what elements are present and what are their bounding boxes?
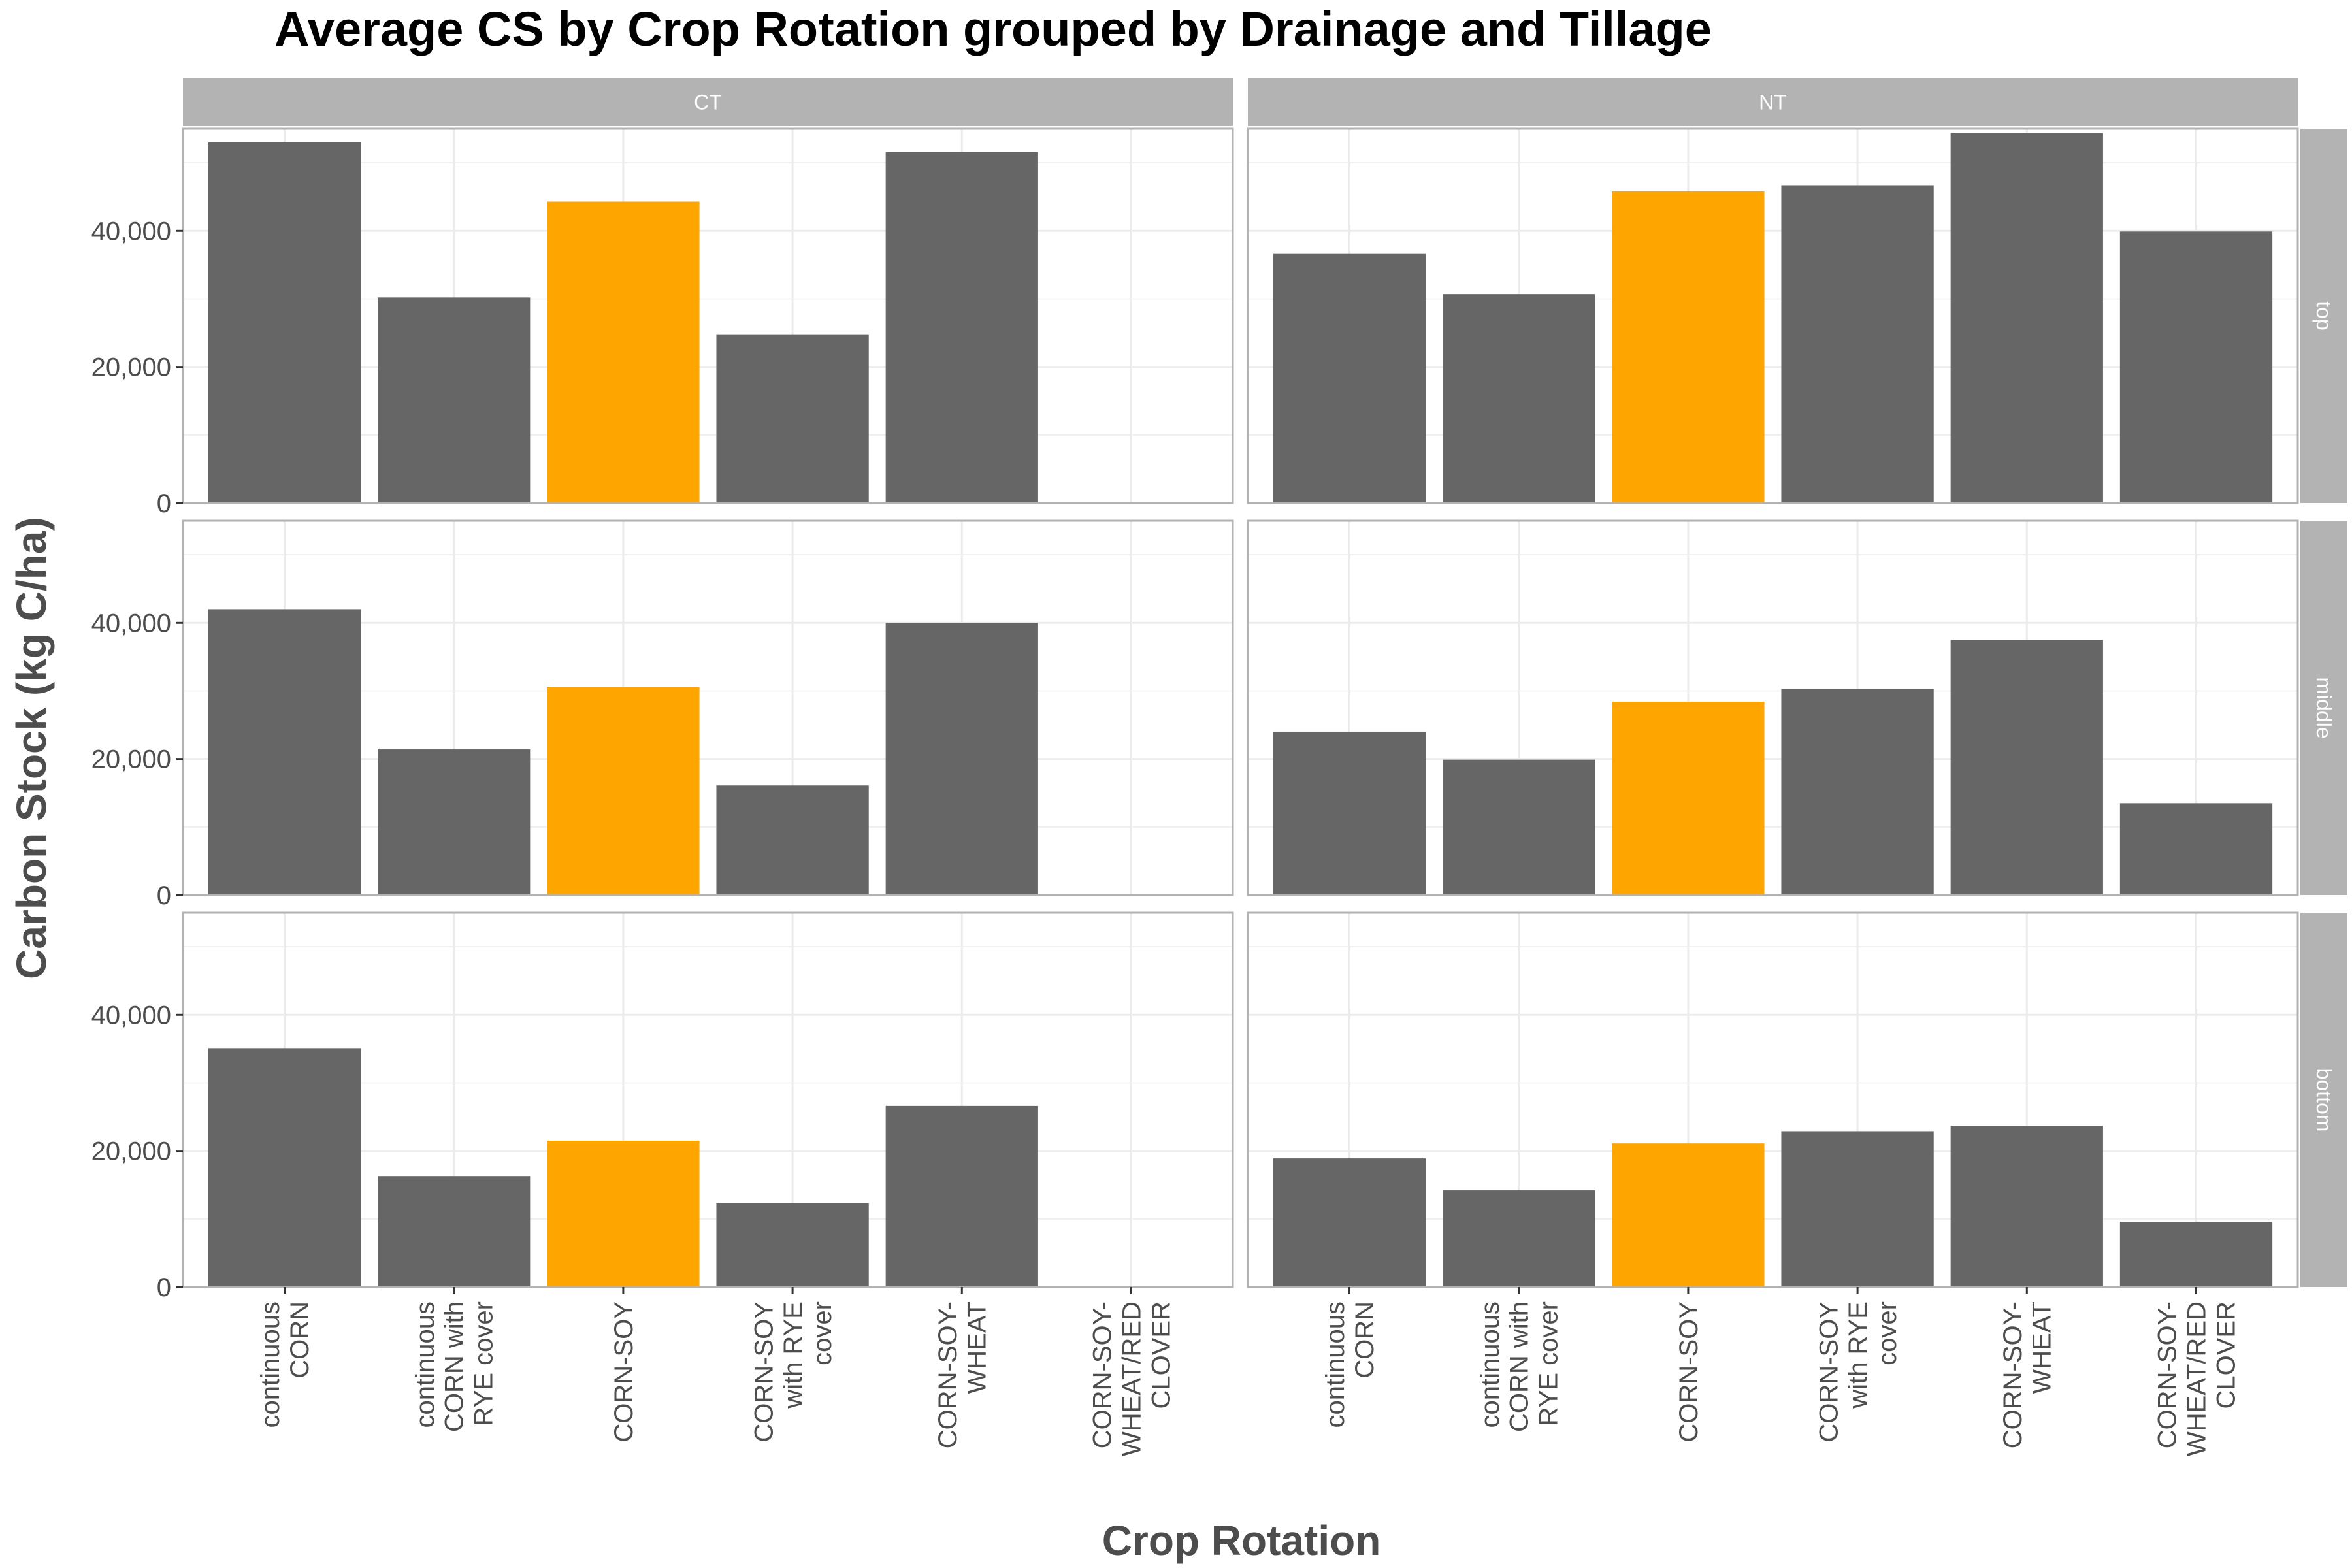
x-tick-label-corn-soy-with-rye-cover: CORN-SOY <box>1814 1301 1843 1443</box>
facet-strip-label-ct: CT <box>694 91 722 114</box>
facet-strip-bottom <box>2300 913 2347 1287</box>
bar-nt-top-corn-soy <box>1612 191 1765 503</box>
x-axis-title: Crop Rotation <box>1102 1517 1381 1564</box>
x-tick-label-corn-soy-with-rye-cover: CORN-SOY <box>749 1301 778 1443</box>
x-tick-label-continuous-corn-with-rye-cover: CORN with <box>440 1301 469 1432</box>
bar-nt-middle-continuous-corn <box>1273 731 1426 895</box>
x-tick-label-corn-soy-with-rye-cover: with RYE <box>1844 1301 1872 1409</box>
y-tick-label: 0 <box>157 881 171 910</box>
panel-border-nt-top <box>1247 127 2299 504</box>
bar-ct-middle-corn-soy-wheat <box>885 623 1038 895</box>
x-tick-label-corn-soy: CORN-SOY <box>1674 1301 1703 1443</box>
bar-nt-top-corn-soy-wheat <box>1950 133 2103 503</box>
bar-nt-middle-corn-soy-wheat <box>1950 640 2103 895</box>
bar-nt-middle-continuous-corn-with-rye-cover <box>1443 759 1595 895</box>
bar-nt-middle-corn-soy-wheat-red-clover <box>2119 803 2273 895</box>
panel-border-nt-middle <box>1247 519 2299 896</box>
x-tick-label-corn-soy-wheat: CORN-SOY- <box>1999 1301 2027 1448</box>
bar-ct-top-continuous-corn-with-rye-cover <box>378 297 531 503</box>
bar-nt-bottom-corn-soy <box>1612 1143 1765 1287</box>
panel-border-ct-bottom <box>182 911 1234 1288</box>
bar-nt-middle-corn-soy <box>1612 702 1765 895</box>
x-tick-label-corn-soy-wheat-red-clover: WHEAT/RED <box>2182 1301 2211 1456</box>
panel-border-nt-bottom <box>1247 911 2299 1288</box>
x-tick-label-corn-soy-with-rye-cover: cover <box>808 1301 837 1365</box>
y-tick-label: 20,000 <box>91 745 171 774</box>
facet-strip-ct <box>183 78 1233 126</box>
y-tick-label: 20,000 <box>91 353 171 382</box>
x-tick-label-corn-soy-wheat: WHEAT <box>963 1301 992 1394</box>
x-tick-label-corn-soy-wheat-red-clover: WHEAT/RED <box>1117 1301 1146 1456</box>
x-tick-label-continuous-corn: CORN <box>286 1301 314 1379</box>
bar-nt-top-continuous-corn <box>1273 253 1426 503</box>
x-tick-label-continuous-corn-with-rye-cover: CORN with <box>1505 1301 1534 1432</box>
facet-strip-label-top: top <box>2312 301 2336 330</box>
bar-nt-bottom-corn-soy-wheat <box>1950 1126 2103 1287</box>
bar-ct-top-corn-soy-wheat <box>885 152 1038 503</box>
bar-nt-top-continuous-corn-with-rye-cover <box>1443 294 1595 503</box>
x-tick-label-continuous-corn-with-rye-cover: continuous <box>411 1301 440 1428</box>
x-tick-label-continuous-corn-with-rye-cover: continuous <box>1476 1301 1505 1428</box>
bar-ct-bottom-continuous-corn <box>208 1048 361 1287</box>
facet-strip-nt <box>1248 78 2298 126</box>
x-tick-label-corn-soy-with-rye-cover: with RYE <box>779 1301 808 1409</box>
bar-ct-middle-continuous-corn <box>208 609 361 895</box>
x-tick-label-corn-soy-wheat-red-clover: CORN-SOY- <box>1088 1301 1117 1448</box>
panel-border-ct-middle <box>182 519 1234 896</box>
bar-nt-top-corn-soy-wheat-red-clover <box>2119 231 2273 503</box>
y-tick-label: 40,000 <box>91 609 171 638</box>
facet-strip-middle <box>2300 521 2347 895</box>
bar-ct-bottom-corn-soy-with-rye-cover <box>716 1203 869 1287</box>
bar-nt-bottom-corn-soy-wheat-red-clover <box>2119 1221 2273 1287</box>
bar-ct-top-continuous-corn <box>208 142 361 503</box>
chart-title: Average CS by Crop Rotation grouped by D… <box>274 2 1712 56</box>
facet-strip-label-middle: middle <box>2312 677 2336 738</box>
x-tick-label-corn-soy-wheat-red-clover: CLOVER <box>1147 1301 1175 1409</box>
bar-nt-bottom-continuous-corn <box>1273 1158 1426 1287</box>
facet-strip-label-nt: NT <box>1759 91 1787 114</box>
y-tick-label: 40,000 <box>91 1001 171 1030</box>
x-tick-label-corn-soy: CORN-SOY <box>610 1301 638 1443</box>
y-tick-label: 0 <box>157 489 171 518</box>
facet-strip-label-bottom: bottom <box>2312 1068 2336 1132</box>
bar-ct-top-corn-soy-with-rye-cover <box>716 334 869 503</box>
x-tick-label-corn-soy-wheat-red-clover: CORN-SOY- <box>2153 1301 2182 1448</box>
y-tick-label: 20,000 <box>91 1137 171 1166</box>
y-tick-label: 40,000 <box>91 217 171 246</box>
bar-ct-bottom-continuous-corn-with-rye-cover <box>378 1176 531 1287</box>
bar-ct-middle-corn-soy <box>547 687 700 895</box>
x-tick-label-continuous-corn: continuous <box>256 1301 285 1428</box>
x-tick-label-corn-soy-wheat-red-clover: CLOVER <box>2212 1301 2240 1409</box>
facet-panels: CT NT top middle bottom 0 20,000 40,000 0 20,000 4… <box>91 78 2347 1456</box>
panel-border-ct-top <box>182 127 1234 504</box>
x-tick-label-continuous-corn-with-rye-cover: RYE cover <box>470 1301 498 1426</box>
bar-nt-middle-corn-soy-with-rye-cover <box>1781 689 1934 895</box>
x-tick-label-continuous-corn: CORN <box>1350 1301 1379 1379</box>
bar-ct-bottom-corn-soy-wheat <box>885 1105 1038 1287</box>
facet-strip-top <box>2300 129 2347 503</box>
bar-nt-bottom-corn-soy-with-rye-cover <box>1781 1131 1934 1287</box>
y-axis-title: Carbon Stock (kg C/ha) <box>8 517 55 979</box>
bar-ct-bottom-corn-soy <box>547 1141 700 1287</box>
bar-nt-bottom-continuous-corn-with-rye-cover <box>1443 1190 1595 1287</box>
x-tick-label-corn-soy-wheat: WHEAT <box>2028 1301 2057 1394</box>
x-tick-label-corn-soy-wheat: CORN-SOY- <box>934 1301 962 1448</box>
x-tick-label-corn-soy-with-rye-cover: cover <box>1873 1301 1902 1365</box>
bar-ct-middle-corn-soy-with-rye-cover <box>716 785 869 895</box>
y-tick-label: 0 <box>157 1273 171 1302</box>
x-tick-label-continuous-corn: continuous <box>1321 1301 1350 1428</box>
bar-ct-middle-continuous-corn-with-rye-cover <box>378 749 531 895</box>
x-tick-label-continuous-corn-with-rye-cover: RYE cover <box>1535 1301 1563 1426</box>
bar-ct-top-corn-soy <box>547 201 700 503</box>
bar-nt-top-corn-soy-with-rye-cover <box>1781 185 1934 503</box>
